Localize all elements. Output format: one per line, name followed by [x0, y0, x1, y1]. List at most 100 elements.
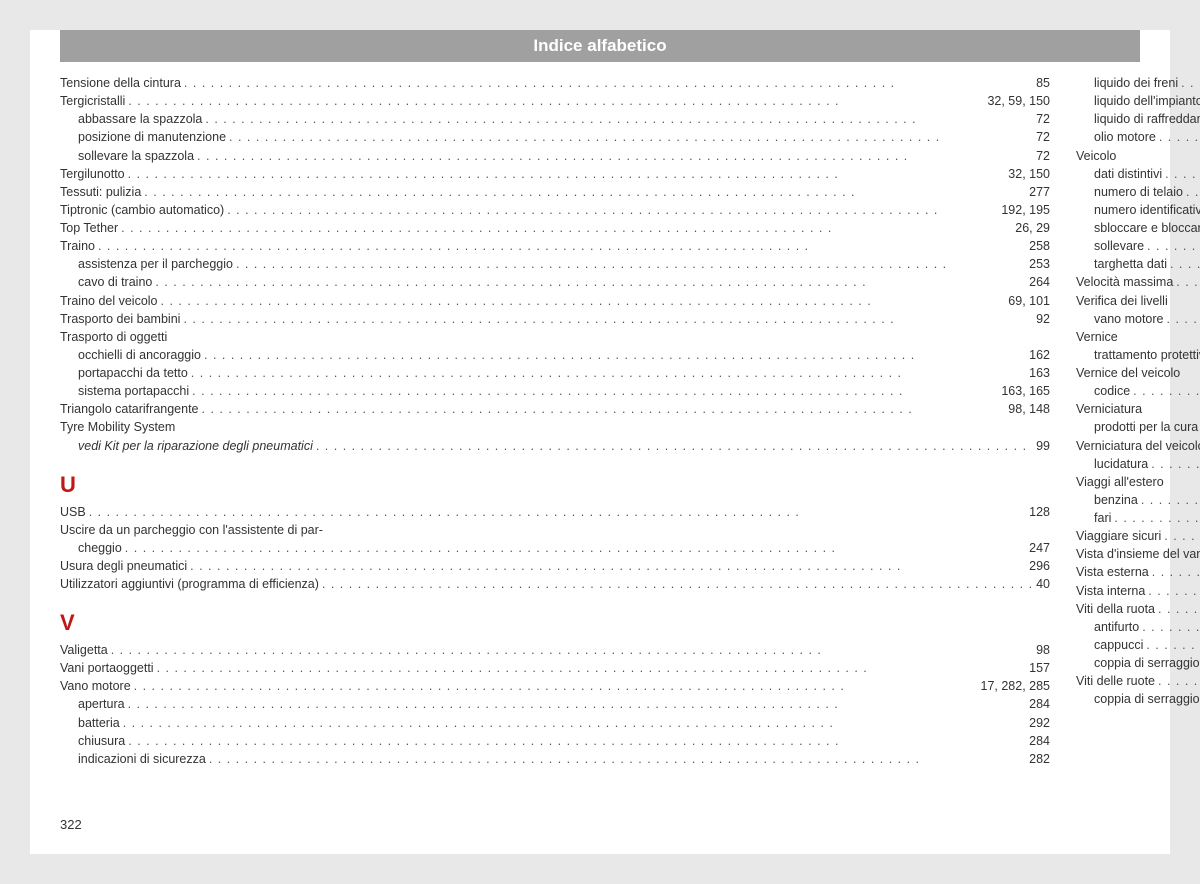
leader-dots: . . . . . . . . . . . . . . . . . . . . …: [319, 575, 1036, 593]
leader-dots: . . . . . . . . . . . . . . . . . . . . …: [1173, 273, 1200, 291]
index-entry: olio motore . . . . . . . . . . . . . . …: [1076, 128, 1200, 146]
index-entry-label: Tensione della cintura: [60, 74, 181, 92]
index-entry-label: posizione di manutenzione: [78, 128, 226, 146]
index-entry-label: Valigetta: [60, 641, 108, 659]
index-entry-pages: 292: [1029, 714, 1050, 732]
index-entry-pages: 296: [1029, 557, 1050, 575]
leader-dots: . . . . . . . . . . . . . . . . . . . . …: [199, 400, 1009, 418]
index-entry: cappucci . . . . . . . . . . . . . . . .…: [1076, 636, 1200, 654]
index-entry-label: Vernice: [1076, 328, 1118, 346]
index-entry-label: USB: [60, 503, 86, 521]
leader-dots: . . . . . . . . . . . . . . . . . . . . …: [125, 695, 1030, 713]
leader-dots: . . . . . . . . . . . . . . . . . . . . …: [1164, 310, 1200, 328]
index-entry-label: targhetta dati: [1094, 255, 1167, 273]
leader-dots: . . . . . . . . . . . . . . . . . . . . …: [131, 677, 981, 695]
index-entry-label: numero di telaio: [1094, 183, 1183, 201]
index-columns: Tensione della cintura . . . . . . . . .…: [30, 62, 1170, 768]
index-entry: Traino . . . . . . . . . . . . . . . . .…: [60, 237, 1050, 255]
index-entry-label: dati distintivi: [1094, 165, 1162, 183]
index-entry: cheggio . . . . . . . . . . . . . . . . …: [60, 539, 1050, 557]
leader-dots: . . . . . . . . . . . . . . . . . . . . …: [86, 503, 1029, 521]
index-entry: Traino del veicolo . . . . . . . . . . .…: [60, 292, 1050, 310]
leader-dots: . . . . . . . . . . . . . . . . . . . . …: [1178, 74, 1200, 92]
index-entry-label: Tyre Mobility System: [60, 418, 175, 436]
leader-dots: . . . . . . . . . . . . . . . . . . . . …: [181, 74, 1036, 92]
index-entry-label: indicazioni di sicurezza: [78, 750, 206, 768]
index-entry-label: lucidatura: [1094, 455, 1148, 473]
index-entry: Viaggiare sicuri . . . . . . . . . . . .…: [1076, 527, 1200, 545]
leader-dots: . . . . . . . . . . . . . . . . . . . . …: [1143, 636, 1200, 654]
leader-dots: . . . . . . . . . . . . . . . . . . . . …: [187, 557, 1029, 575]
index-entry-pages: 284: [1029, 695, 1050, 713]
index-entry: dati distintivi . . . . . . . . . . . . …: [1076, 165, 1200, 183]
index-entry-pages: 98: [1036, 641, 1050, 659]
index-entry-label: benzina: [1094, 491, 1138, 509]
leader-dots: . . . . . . . . . . . . . . . . . . . . …: [108, 641, 1036, 659]
index-entry: coppia di serraggio . . . . . . . . . . …: [1076, 690, 1200, 708]
index-entry: coppia di serraggio . . . . . . . . . . …: [1076, 654, 1200, 672]
leader-dots: . . . . . . . . . . . . . . . . . . . . …: [125, 732, 1029, 750]
index-entry-label: numero identificativo: [1094, 201, 1200, 219]
index-entry: Vista esterna . . . . . . . . . . . . . …: [1076, 563, 1200, 581]
index-entry: sollevare la spazzola . . . . . . . . . …: [60, 147, 1050, 165]
index-entry: Tensione della cintura . . . . . . . . .…: [60, 74, 1050, 92]
index-entry: Velocità massima . . . . . . . . . . . .…: [1076, 273, 1200, 291]
leader-dots: . . . . . . . . . . . . . . . . . . . . …: [141, 183, 1029, 201]
index-entry-pages: 163: [1029, 364, 1050, 382]
leader-dots: . . . . . . . . . . . . . . . . . . . . …: [122, 539, 1029, 557]
index-entry-label: Vista interna: [1076, 582, 1145, 600]
leader-dots: . . . . . . . . . . . . . . . . . . . . …: [158, 292, 1009, 310]
index-entry: Vano motore . . . . . . . . . . . . . . …: [60, 677, 1050, 695]
index-entry-label: Verniciatura del veicolo: [1076, 437, 1200, 455]
index-entry: posizione di manutenzione . . . . . . . …: [60, 128, 1050, 146]
index-entry: liquido dell'impianto lavacristalli . . …: [1076, 92, 1200, 110]
index-entry-pages: 163, 165: [1001, 382, 1050, 400]
index-entry: Vani portaoggetti . . . . . . . . . . . …: [60, 659, 1050, 677]
index-entry-label: Traino del veicolo: [60, 292, 158, 310]
leader-dots: . . . . . . . . . . . . . . . . . . . . …: [1155, 600, 1200, 618]
index-entry: Viti delle ruote . . . . . . . . . . . .…: [1076, 672, 1200, 690]
index-entry-pages: 72: [1036, 110, 1050, 128]
leader-dots: . . . . . . . . . . . . . . . . . . . . …: [1149, 563, 1200, 581]
index-entry-pages: 284: [1029, 732, 1050, 750]
index-entry-label: Viti delle ruote: [1076, 672, 1155, 690]
index-entry-label: fari: [1094, 509, 1111, 527]
index-entry-label: cavo di traino: [78, 273, 152, 291]
index-entry-label: liquido dei freni: [1094, 74, 1178, 92]
index-entry-pages: 247: [1029, 539, 1050, 557]
index-entry-label: portapacchi da tetto: [78, 364, 188, 382]
index-entry-pages: 85: [1036, 74, 1050, 92]
index-entry-pages: 258: [1029, 237, 1050, 255]
index-entry-label: Viaggiare sicuri: [1076, 527, 1161, 545]
index-entry: Verifica dei livelli . . . . . . . . . .…: [1076, 292, 1200, 310]
leader-dots: . . . . . . . . . . . . . . . . . . . . …: [95, 237, 1029, 255]
index-entry-label: coppia di serraggio: [1094, 690, 1200, 708]
index-entry-label: Tergilunotto: [60, 165, 125, 183]
leader-dots: . . . . . . . . . . . . . . . . . . . . …: [233, 255, 1029, 273]
index-entry: Vista d'insieme del vano motore . . . . …: [1076, 545, 1200, 563]
index-entry-label: Tessuti: pulizia: [60, 183, 141, 201]
index-entry-pages: 162: [1029, 346, 1050, 364]
index-entry: Triangolo catarifrangente . . . . . . . …: [60, 400, 1050, 418]
leader-dots: . . . . . . . . . . . . . . . . . . . . …: [1145, 582, 1200, 600]
index-entry: Verniciatura del veicolo . . . . . . . .…: [1076, 437, 1200, 455]
index-entry-label: vano motore: [1094, 310, 1163, 328]
leader-dots: . . . . . . . . . . . . . . . . . . . . …: [125, 165, 1009, 183]
index-entry-pages: 157: [1029, 659, 1050, 677]
leader-dots: . . . . . . . . . . . . . . . . . . . . …: [154, 659, 1030, 677]
index-entry-pages: 99: [1036, 437, 1050, 455]
leader-dots: . . . . . . . . . . . . . . . . . . . . …: [1144, 237, 1200, 255]
index-entry-label: Velocità massima: [1076, 273, 1173, 291]
index-entry: Verniciatura . . . . . . . . . . . . . .…: [1076, 400, 1200, 418]
leader-dots: . . . . . . . . . . . . . . . . . . . . …: [1161, 527, 1200, 545]
leader-dots: . . . . . . . . . . . . . . . . . . . . …: [125, 92, 987, 110]
page-title-bar: Indice alfabetico: [60, 30, 1140, 62]
index-entry-label: Usura degli pneumatici: [60, 557, 187, 575]
index-entry-label: Uscire da un parcheggio con l'assistente…: [60, 521, 323, 539]
index-entry: liquido dei freni . . . . . . . . . . . …: [1076, 74, 1200, 92]
document-page: Indice alfabetico Tensione della cintura…: [30, 30, 1170, 854]
index-entry: numero di telaio . . . . . . . . . . . .…: [1076, 183, 1200, 201]
index-entry-label: occhielli di ancoraggio: [78, 346, 201, 364]
index-entry-label: antifurto: [1094, 618, 1139, 636]
page-title: Indice alfabetico: [533, 36, 666, 55]
